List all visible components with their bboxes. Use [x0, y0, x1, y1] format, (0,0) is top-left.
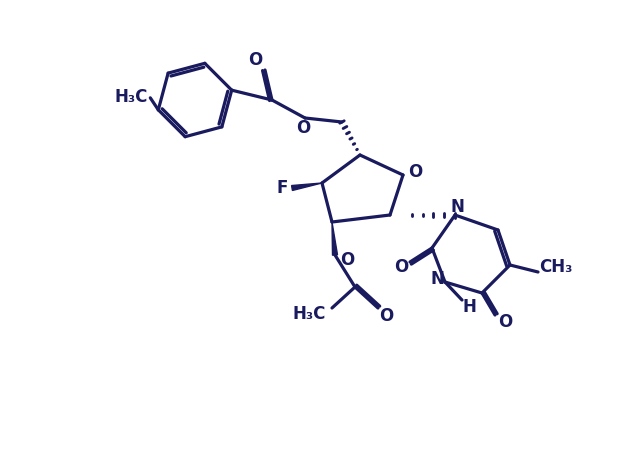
- Text: N: N: [450, 198, 464, 216]
- Text: O: O: [498, 313, 512, 331]
- Text: H₃C: H₃C: [292, 305, 326, 323]
- Text: CH₃: CH₃: [540, 258, 573, 276]
- Polygon shape: [292, 183, 322, 190]
- Text: O: O: [248, 51, 262, 69]
- Text: O: O: [296, 119, 310, 137]
- Text: N: N: [430, 270, 444, 288]
- Text: O: O: [394, 258, 408, 276]
- Text: H: H: [462, 298, 476, 316]
- Text: O: O: [379, 307, 393, 325]
- Text: H₃C: H₃C: [115, 88, 148, 106]
- Text: O: O: [340, 251, 354, 269]
- Text: O: O: [408, 163, 422, 181]
- Polygon shape: [332, 222, 337, 255]
- Text: F: F: [276, 179, 288, 197]
